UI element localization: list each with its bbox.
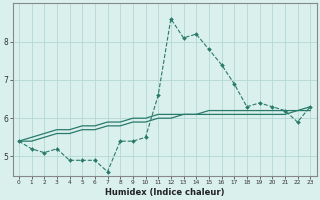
X-axis label: Humidex (Indice chaleur): Humidex (Indice chaleur) — [105, 188, 224, 197]
